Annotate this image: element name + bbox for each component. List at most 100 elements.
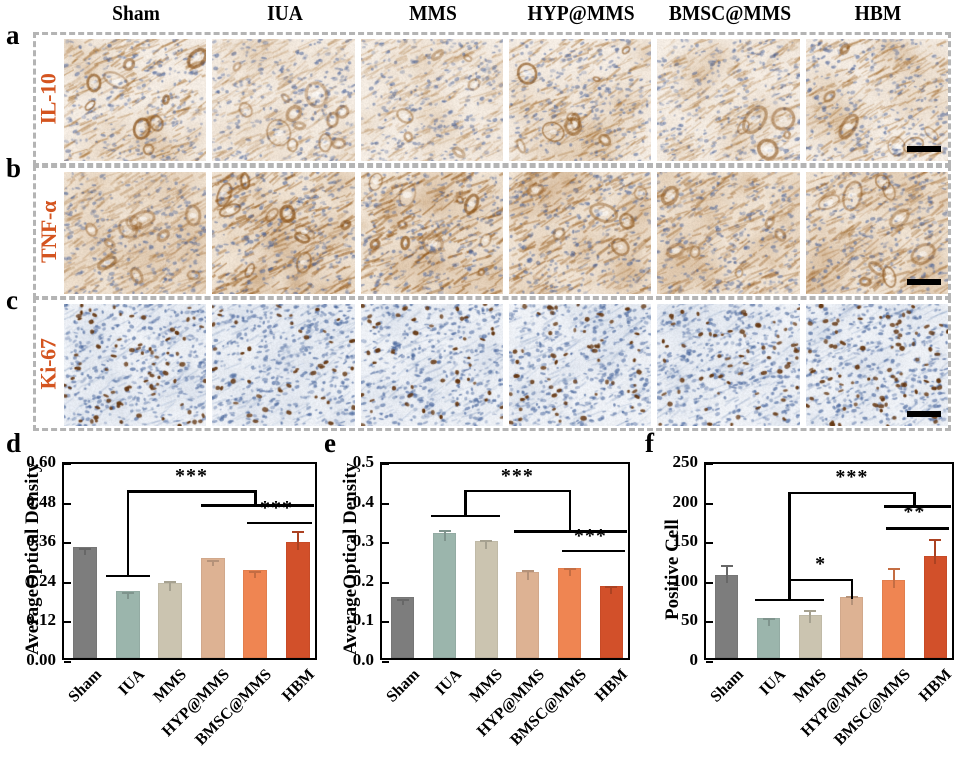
- micrograph-tnf-hbm: [805, 172, 948, 294]
- scale-bar: [906, 146, 941, 152]
- chart-panel-d: AverageOptical Density 0.00 0.12 0.24 0.36 0.…: [0, 0, 357, 771]
- y-tick-label: 0.60: [26, 452, 56, 471]
- significance-line: [754, 598, 825, 602]
- bar-d-iua: [115, 591, 140, 658]
- y-tick-mark: [706, 502, 713, 505]
- bar-e-mms: [474, 540, 498, 658]
- y-tick-label: 0: [689, 650, 699, 669]
- micrograph-row-c: Ki-67: [33, 297, 951, 431]
- significance-stars: *: [815, 552, 827, 575]
- panel-letter-d: d: [6, 428, 22, 458]
- micrograph-il10-iua: [212, 39, 355, 161]
- column-header-hbm: HBM: [854, 1, 902, 25]
- error-bar-cap: [164, 581, 177, 584]
- y-tick-mark: [64, 621, 71, 624]
- y-tick-label: 0.12: [26, 610, 56, 630]
- micrograph-strip: [64, 304, 948, 426]
- bar-e-hyp-mms: [516, 572, 540, 658]
- significance-stars: ***: [573, 524, 607, 547]
- error-bar: [254, 570, 257, 579]
- significance-line: [883, 505, 952, 508]
- error-bar: [401, 599, 404, 606]
- y-tick-label: 0.36: [26, 531, 56, 551]
- y-tick-mark: [64, 502, 71, 505]
- error-bar-cap: [720, 565, 733, 568]
- error-bar: [725, 565, 728, 583]
- micrograph-ki67-hyp-mms: [508, 304, 652, 426]
- error-bar-cap: [206, 559, 219, 562]
- error-bar-cap: [605, 586, 618, 589]
- y-tick-label: 0.3: [352, 531, 374, 551]
- micrograph-tnf-hyp-mms: [508, 172, 652, 294]
- error-bar: [211, 559, 214, 566]
- bar-f-sham: [715, 574, 739, 658]
- micrograph-strip: [64, 172, 948, 294]
- panel-letter-f: f: [645, 428, 654, 458]
- bar-e-iua: [432, 532, 457, 658]
- significance-line: [247, 521, 312, 525]
- y-tick-mark: [706, 463, 713, 465]
- plot-area-f: *** * **: [704, 462, 954, 663]
- error-bar: [610, 586, 613, 595]
- significance-line: [789, 578, 852, 582]
- y-tick-mark: [64, 542, 71, 545]
- column-header-sham: Sham: [112, 1, 161, 25]
- error-bar: [767, 617, 770, 627]
- bar-f-hyp-mms: [840, 597, 864, 658]
- panel-letter-c: c: [6, 285, 18, 315]
- significance-stars: ***: [500, 464, 534, 487]
- bar-f-bmsc-mms: [881, 579, 906, 658]
- bar-d-sham: [73, 546, 98, 658]
- scale-bar: [906, 411, 941, 417]
- significance-line: [200, 504, 314, 507]
- bar-d-bmsc-mms: [243, 570, 268, 658]
- error-bar-cap: [929, 539, 942, 542]
- micrograph-strip: [64, 39, 948, 161]
- error-bar: [526, 570, 529, 581]
- y-tick-mark: [382, 621, 389, 624]
- column-header-iua: IUA: [266, 1, 303, 25]
- significance-line: [127, 490, 256, 493]
- micrograph-il10-hyp-mms: [508, 39, 652, 161]
- error-bar: [934, 539, 937, 564]
- error-bar-cap: [438, 529, 451, 532]
- significance-stars: ***: [835, 465, 869, 488]
- y-tick-mark: [64, 463, 71, 465]
- y-tick-mark: [382, 502, 389, 505]
- micrograph-il10-mms: [360, 39, 503, 161]
- column-header-hyp-mms: HYP@MMS: [527, 1, 635, 25]
- y-tick-mark: [64, 661, 71, 663]
- significance-stars: **: [903, 501, 926, 524]
- scale-bar: [906, 279, 941, 285]
- significance-line: [464, 489, 467, 515]
- micrograph-tnf-mms: [360, 172, 503, 294]
- error-bar: [892, 567, 895, 588]
- bar-d-hyp-mms: [200, 558, 225, 658]
- significance-line: [789, 491, 915, 495]
- y-tick-label: 0.00: [26, 650, 56, 669]
- bar-f-hbm: [923, 555, 947, 658]
- error-bar-cap: [563, 567, 576, 570]
- y-tick-label: 0.2: [352, 570, 374, 590]
- error-bar: [296, 530, 299, 551]
- significance-line: [254, 490, 257, 505]
- column-header-bmsc-mms: BMSC@MMS: [668, 1, 791, 25]
- micrograph-ki67-hbm: [805, 304, 948, 426]
- y-tick-label: 0.5: [352, 452, 374, 471]
- bar-e-hbm: [599, 586, 623, 658]
- chart-panel-e: AverageOptical Density 0.0 0.1 0.2 0.3 0.4 0.5…: [318, 0, 670, 771]
- significance-line: [788, 491, 791, 599]
- micrograph-il10-hbm: [805, 39, 948, 161]
- error-bar: [850, 596, 853, 605]
- significance-line: [465, 489, 570, 493]
- error-bar-cap: [249, 570, 262, 573]
- micrograph-il10-sham: [64, 39, 207, 161]
- error-bar: [809, 609, 812, 624]
- error-bar-cap: [79, 547, 92, 550]
- significance-line: [561, 549, 626, 553]
- y-tick-mark: [706, 661, 713, 663]
- error-bar: [443, 529, 446, 541]
- bar-e-sham: [391, 597, 415, 658]
- y-tick-label: 0.0: [352, 650, 374, 669]
